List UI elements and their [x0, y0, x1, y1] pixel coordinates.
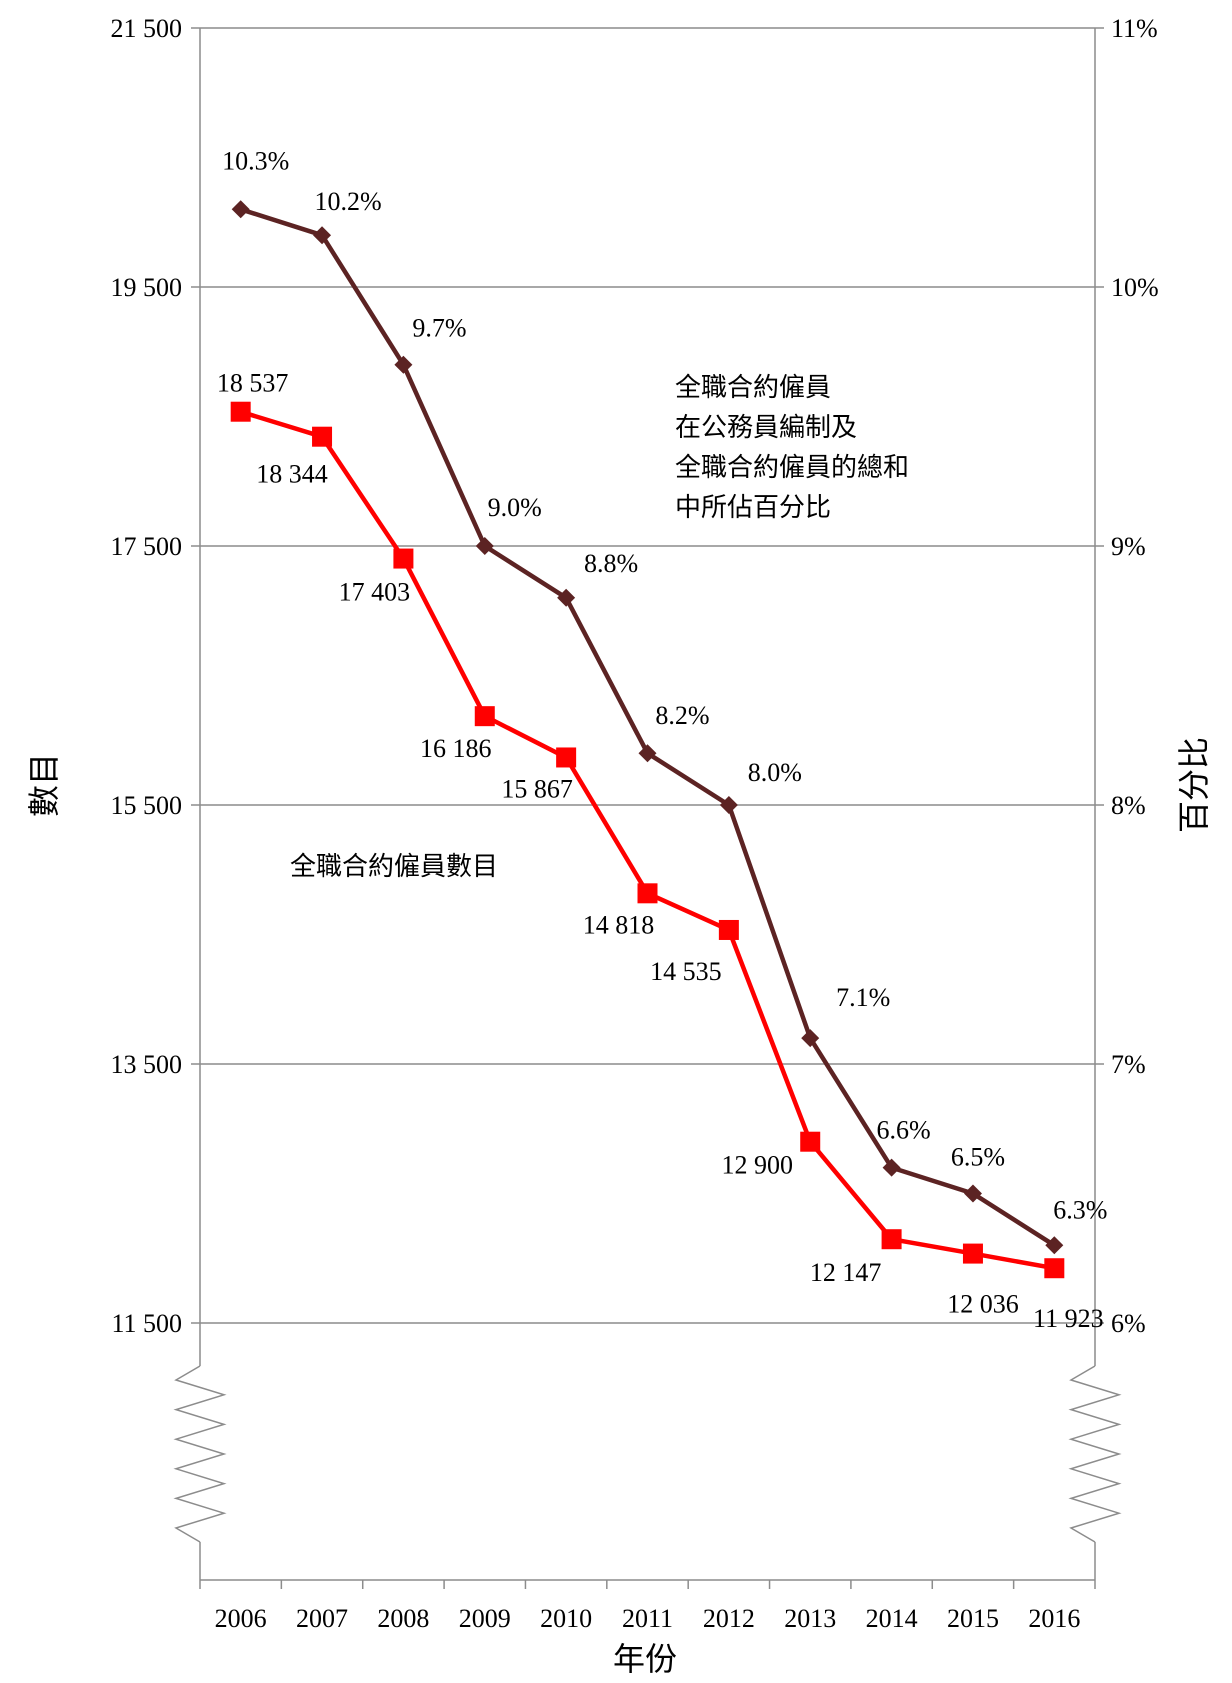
percent-data-label: 10.3% [222, 146, 289, 175]
y-tick-label: 19 500 [111, 273, 183, 302]
percent-series-annotation-line-3: 全職合約僱員的總和 [675, 453, 909, 483]
series-markers [230, 200, 1065, 1279]
percent-point [475, 537, 494, 555]
data-labels: 10.3% 10.2% 9.7% 9.0% 8.8% 8.2% 8.0% 7.1% 6.6% 6.… [217, 146, 1107, 1333]
count-point [556, 747, 577, 768]
percent-data-label: 10.2% [314, 187, 381, 216]
count-point [1044, 1258, 1065, 1279]
x-tick-label: 2006 [215, 1604, 267, 1633]
axis-breaks [173, 1365, 1122, 1543]
y2-tick-label: 9% [1111, 532, 1146, 561]
percent-point [638, 744, 657, 763]
count-data-label: 12 147 [810, 1258, 882, 1287]
y-tick-label: 13 500 [111, 1050, 183, 1079]
percent-data-label: 6.6% [877, 1116, 931, 1145]
percent-series-annotation-line-2: 在公務員編制及 [675, 413, 857, 443]
series-lines [239, 207, 1056, 1271]
y-tick-label: 11 500 [111, 1309, 182, 1338]
y-axis-title: 數目 [25, 753, 63, 817]
percent-point [557, 588, 576, 607]
percent-data-label: 9.0% [488, 493, 542, 522]
y2-axis-title: 百分比 [1175, 737, 1213, 833]
y-tick-label: 21 500 [111, 14, 183, 43]
x-tick-label: 2008 [377, 1604, 429, 1633]
x-tick-label: 2009 [459, 1604, 511, 1633]
percent-series-line [239, 207, 1056, 1248]
count-data-label: 17 403 [339, 578, 411, 607]
percent-point [394, 355, 413, 374]
count-point [474, 706, 495, 727]
percent-point [231, 200, 250, 219]
y2-tick-label: 10% [1111, 273, 1159, 302]
x-tick-label: 2007 [296, 1604, 348, 1633]
count-data-label: 16 186 [420, 734, 492, 763]
y2-tick-label: 8% [1111, 791, 1146, 820]
percent-point [963, 1184, 982, 1203]
x-tick-label: 2012 [703, 1604, 755, 1633]
count-data-label: 11 923 [1033, 1304, 1104, 1333]
percent-point [719, 796, 738, 814]
count-data-label: 15 867 [501, 774, 573, 803]
count-data-label: 14 818 [583, 910, 655, 939]
y2-tick-label: 6% [1111, 1309, 1146, 1338]
count-data-label: 12 036 [947, 1290, 1019, 1319]
percent-point [882, 1158, 901, 1177]
count-data-label: 18 537 [217, 369, 289, 398]
axes [191, 27, 1104, 1589]
tick-labels: 11 500 6% 13 500 7% 15 500 8% 17 500 9% 19 500 10… [111, 14, 1159, 1633]
percent-data-label: 6.5% [951, 1143, 1005, 1172]
count-series-annotation: 全職合約僱員數目 [290, 852, 498, 882]
x-tick-label: 2014 [866, 1604, 918, 1633]
y2-tick-label: 11% [1111, 14, 1158, 43]
percent-data-label: 8.2% [655, 701, 709, 730]
y2-axis-break [1068, 1365, 1122, 1543]
count-series-line [240, 409, 1055, 1271]
x-axis-title: 年份 [613, 1640, 677, 1678]
count-point [881, 1229, 902, 1250]
percent-series-annotation-line-1: 全職合約僱員 [675, 373, 831, 403]
percent-data-label: 7.1% [836, 983, 890, 1012]
gridlines [200, 27, 1095, 1324]
count-point [800, 1131, 821, 1152]
count-data-label: 12 900 [721, 1151, 793, 1180]
y-axis-break [173, 1365, 227, 1543]
x-tick-label: 2015 [947, 1604, 999, 1633]
count-point [962, 1243, 983, 1264]
percent-series-annotation-line-4: 中所佔百分比 [675, 493, 831, 523]
x-tick-label: 2016 [1028, 1604, 1080, 1633]
percent-data-label: 8.8% [584, 549, 638, 578]
count-point [312, 426, 333, 447]
percent-data-label: 6.3% [1053, 1195, 1107, 1224]
count-point [718, 919, 739, 940]
y2-tick-label: 7% [1111, 1050, 1146, 1079]
count-point [230, 401, 251, 422]
percent-data-label: 8.0% [748, 758, 802, 787]
count-data-label: 14 535 [650, 957, 722, 986]
x-tick-label: 2011 [622, 1604, 673, 1633]
percent-point [801, 1029, 820, 1048]
count-point [393, 548, 414, 569]
x-tick-label: 2013 [784, 1604, 836, 1633]
y-tick-label: 15 500 [111, 791, 183, 820]
count-point [637, 883, 658, 904]
x-tick-label: 2010 [540, 1604, 592, 1633]
percent-data-label: 9.7% [412, 314, 466, 343]
percent-point [1045, 1236, 1064, 1255]
y-tick-label: 17 500 [111, 532, 183, 561]
count-data-label: 18 344 [256, 460, 328, 489]
percent-point [313, 226, 332, 245]
